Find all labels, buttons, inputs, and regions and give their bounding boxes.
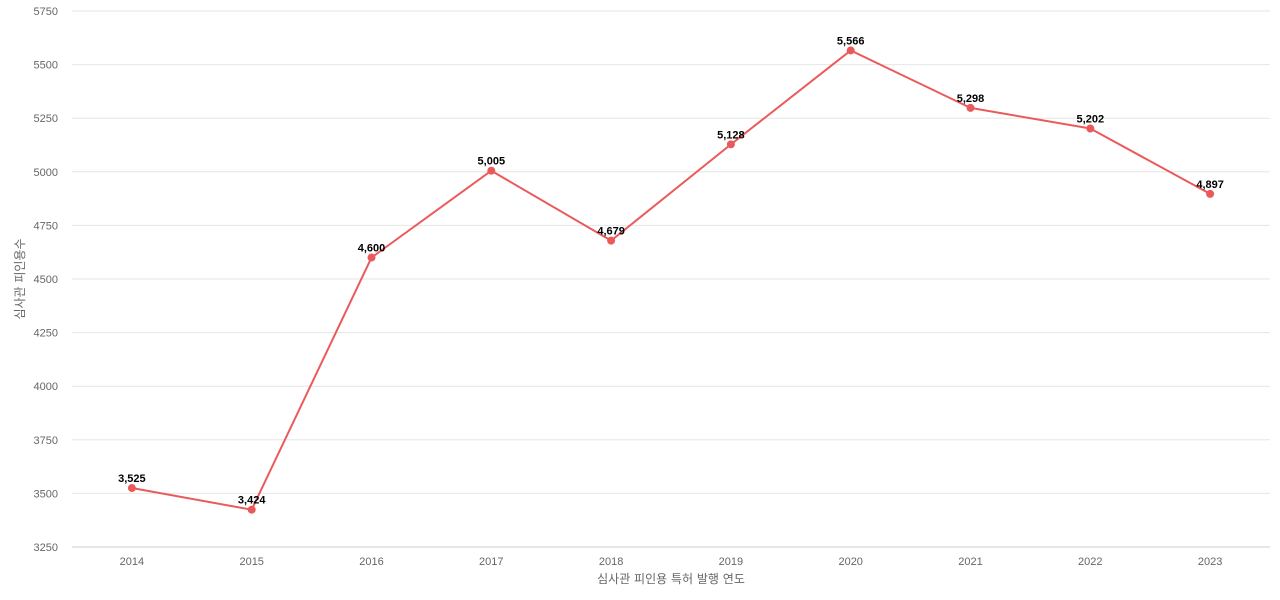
data-label: 5,005: [478, 156, 506, 168]
data-point[interactable]: [127, 484, 136, 493]
y-tick-label: 4250: [34, 328, 58, 340]
data-point[interactable]: [247, 505, 256, 514]
data-point[interactable]: [846, 46, 855, 55]
data-point[interactable]: [607, 236, 616, 245]
data-label: 4,600: [358, 243, 386, 255]
series: [127, 46, 1215, 514]
data-point[interactable]: [966, 103, 975, 112]
y-axis-ticks: 3250 3500 3750 4000 4250 4500 4750 5000 5250 5500…: [34, 6, 58, 554]
x-tick-label: 2018: [599, 556, 623, 568]
data-label: 3,424: [238, 495, 266, 507]
x-axis-title: 심사관 피인용 특허 발행 연도: [597, 571, 745, 586]
x-tick-label: 2020: [838, 556, 862, 568]
data-label: 4,679: [597, 226, 625, 238]
data-point[interactable]: [367, 253, 376, 262]
series-line: [131, 49, 1211, 511]
y-tick-label: 5500: [34, 60, 58, 72]
x-tick-label: 2016: [359, 556, 383, 568]
data-label: 4,897: [1196, 179, 1224, 191]
y-axis-title: 심사관 피인용수: [13, 238, 27, 319]
x-tick-label: 2023: [1198, 556, 1222, 568]
y-tick-label: 3750: [34, 435, 58, 447]
data-label: 3,525: [118, 473, 146, 485]
y-tick-label: 5750: [34, 6, 58, 18]
y-tick-label: 5250: [34, 113, 58, 125]
data-point[interactable]: [487, 166, 496, 175]
y-tick-label: 5000: [34, 167, 58, 179]
x-axis-ticks: 2014 2015 2016 2017 2018 2019 2020 2021 2022 2023: [120, 556, 1223, 568]
data-label: 5,202: [1077, 113, 1105, 125]
y-tick-label: 4500: [34, 274, 58, 286]
data-labels: 3,525 3,424 4,600 5,005 4,679 5,128 5,566 5,298…: [118, 35, 1224, 506]
x-tick-label: 2022: [1078, 556, 1102, 568]
data-label: 5,566: [837, 35, 865, 47]
x-tick-label: 2015: [239, 556, 263, 568]
x-tick-label: 2014: [120, 556, 144, 568]
y-tick-label: 4000: [34, 381, 58, 393]
y-tick-label: 3500: [34, 488, 58, 500]
y-tick-label: 3250: [34, 542, 58, 554]
data-point[interactable]: [726, 140, 735, 149]
data-label: 5,298: [957, 93, 985, 105]
data-point[interactable]: [1206, 189, 1215, 198]
y-tick-label: 4750: [34, 220, 58, 232]
x-tick-label: 2019: [719, 556, 743, 568]
grid-lines: [72, 10, 1270, 548]
x-tick-label: 2017: [479, 556, 503, 568]
data-label: 5,128: [717, 129, 745, 141]
x-tick-label: 2021: [958, 556, 982, 568]
data-point[interactable]: [1086, 124, 1095, 133]
